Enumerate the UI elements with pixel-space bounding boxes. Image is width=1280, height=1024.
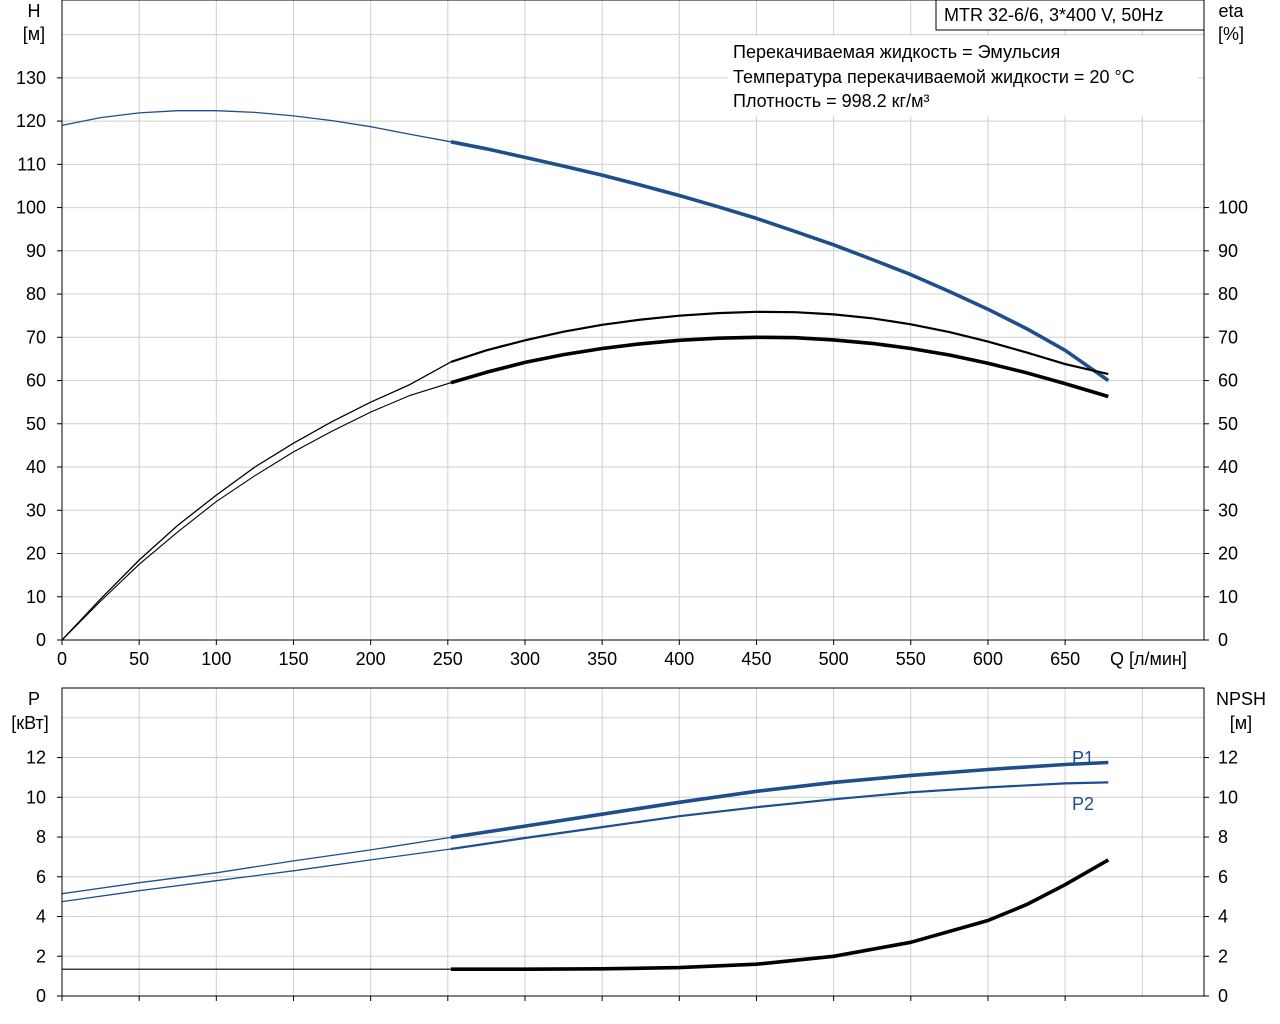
top-ylabel-left-line1: H bbox=[28, 1, 41, 21]
ytick-left-label: 50 bbox=[26, 414, 46, 434]
curve-eta_upper-operating bbox=[450, 310, 1109, 376]
xtick-label: 500 bbox=[819, 649, 849, 669]
ytick-right-label: 40 bbox=[1218, 457, 1238, 477]
series-label-p1: P1 bbox=[1072, 748, 1094, 768]
ytick-left-label: 10 bbox=[26, 787, 46, 807]
ytick-right-label: 80 bbox=[1218, 284, 1238, 304]
info-temperature: Температура перекачиваемой жидкости = 20… bbox=[733, 67, 1135, 87]
ytick-left-label: 0 bbox=[36, 630, 46, 650]
xtick-label: 450 bbox=[741, 649, 771, 669]
top-panel-curves bbox=[61, 110, 1110, 641]
bottom-panel-curves bbox=[61, 760, 1110, 971]
ytick-right-label: 12 bbox=[1218, 748, 1238, 768]
top-ylabel-right-line2: [%] bbox=[1218, 24, 1244, 44]
xtick-label: 550 bbox=[896, 649, 926, 669]
curve-eta_upper-extended bbox=[61, 361, 452, 641]
ytick-left-label: 70 bbox=[26, 327, 46, 347]
series-label-p2: P2 bbox=[1072, 794, 1094, 814]
ytick-left-label: 6 bbox=[36, 867, 46, 887]
ytick-left-label: 60 bbox=[26, 371, 46, 391]
curve-eta_lower-extended bbox=[61, 382, 452, 641]
ytick-right-label: 20 bbox=[1218, 544, 1238, 564]
ytick-right-label: 90 bbox=[1218, 241, 1238, 261]
chart-title: MTR 32-6/6, 3*400 V, 50Hz bbox=[944, 5, 1163, 25]
bottom-panel-grid bbox=[62, 688, 1204, 996]
ytick-left-label: 30 bbox=[26, 500, 46, 520]
xtick-label: 600 bbox=[973, 649, 1003, 669]
xtick-label: 200 bbox=[356, 649, 386, 669]
curve-P1-operating bbox=[450, 760, 1109, 840]
ytick-right-label: 30 bbox=[1218, 500, 1238, 520]
bottom-ylabel-right-line1: NPSH bbox=[1216, 689, 1266, 709]
ytick-left-label: 40 bbox=[26, 457, 46, 477]
top-xlabel: Q [л/мин] bbox=[1110, 649, 1187, 669]
xtick-label: 150 bbox=[278, 649, 308, 669]
ytick-left-label: 130 bbox=[16, 68, 46, 88]
ytick-right-label: 4 bbox=[1218, 907, 1228, 927]
ytick-left-label: 2 bbox=[36, 946, 46, 966]
ytick-right-label: 8 bbox=[1218, 827, 1228, 847]
xtick-label: 250 bbox=[433, 649, 463, 669]
ytick-left-label: 4 bbox=[36, 907, 46, 927]
ytick-right-label: 100 bbox=[1218, 198, 1248, 218]
ytick-right-label: 0 bbox=[1218, 630, 1228, 650]
title-box bbox=[935, 0, 1205, 31]
curve-NPSH-operating bbox=[450, 858, 1110, 971]
info-block-bg bbox=[728, 36, 1198, 116]
top-ylabel-right-line1: eta bbox=[1218, 1, 1244, 21]
xtick-label: 650 bbox=[1050, 649, 1080, 669]
ytick-right-label: 2 bbox=[1218, 946, 1228, 966]
ytick-right-label: 10 bbox=[1218, 587, 1238, 607]
curve-P1-extended bbox=[61, 836, 451, 895]
ytick-right-label: 60 bbox=[1218, 371, 1238, 391]
ytick-left-label: 90 bbox=[26, 241, 46, 261]
ytick-left-label: 110 bbox=[17, 154, 46, 174]
xtick-label: 100 bbox=[201, 649, 231, 669]
ytick-left-label: 120 bbox=[16, 111, 46, 131]
top-panel-frame bbox=[61, 0, 1205, 641]
bottom-panel-frame bbox=[61, 687, 1205, 997]
top-ylabel-left-line2: [м] bbox=[23, 24, 45, 44]
ytick-right-label: 0 bbox=[1218, 986, 1228, 1006]
ytick-right-label: 70 bbox=[1218, 327, 1238, 347]
curve-eta_lower-operating bbox=[450, 335, 1109, 399]
ytick-left-label: 10 bbox=[26, 587, 46, 607]
xtick-label: 50 bbox=[129, 649, 149, 669]
ytick-right-label: 10 bbox=[1218, 787, 1238, 807]
curve-P2-extended bbox=[61, 848, 451, 903]
curve-head-extended bbox=[61, 110, 452, 143]
axis-ticks: 0102030405060708090100110120130010203040… bbox=[16, 68, 1248, 1006]
ytick-left-label: 0 bbox=[36, 986, 46, 1006]
xtick-label: 300 bbox=[510, 649, 540, 669]
ytick-left-label: 20 bbox=[26, 544, 46, 564]
curve-head-operating bbox=[450, 140, 1110, 382]
ytick-left-label: 8 bbox=[36, 827, 46, 847]
curve-P2-operating bbox=[450, 781, 1109, 851]
ytick-left-label: 12 bbox=[26, 748, 46, 768]
xtick-label: 0 bbox=[57, 649, 67, 669]
bottom-ylabel-left-line1: P bbox=[28, 689, 40, 709]
bottom-ylabel-left-line2: [кВт] bbox=[11, 713, 49, 733]
ytick-left-label: 80 bbox=[26, 284, 46, 304]
ytick-right-label: 6 bbox=[1218, 867, 1228, 887]
ytick-right-label: 50 bbox=[1218, 414, 1238, 434]
info-density: Плотность = 998.2 кг/м³ bbox=[733, 91, 929, 111]
ytick-left-label: 100 bbox=[16, 198, 46, 218]
xtick-label: 350 bbox=[587, 649, 617, 669]
xtick-label: 400 bbox=[664, 649, 694, 669]
bottom-ylabel-right-line2: [м] bbox=[1230, 713, 1252, 733]
info-liquid: Перекачиваемая жидкость = Эмульсия bbox=[733, 42, 1060, 62]
